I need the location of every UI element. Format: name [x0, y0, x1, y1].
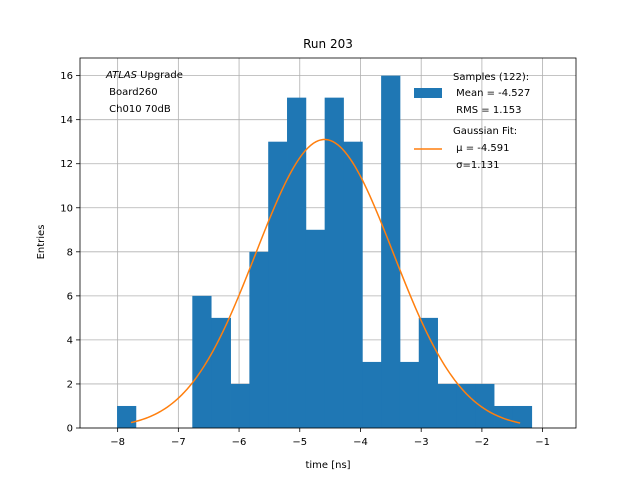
annotation-line-2: Board260	[106, 87, 158, 98]
y-tick-label: 12	[60, 159, 73, 170]
histogram-bar	[343, 141, 363, 428]
annotation-line-1-text: Upgrade	[137, 70, 183, 81]
y-tick-label: 4	[67, 335, 73, 346]
y-tick-label: 8	[67, 247, 73, 258]
legend: Samples (122): Mean = -4.527 RMS = 1.153…	[414, 72, 530, 171]
y-tick-label: 10	[60, 203, 73, 214]
annotation-line-3: Ch010 70dB	[106, 104, 171, 115]
annotation-line-1-italic: ATLAS	[105, 70, 138, 81]
legend-samples-line-3: RMS = 1.153	[453, 105, 521, 116]
histogram-bar	[192, 295, 212, 428]
x-tick-label: −4	[353, 437, 368, 448]
histogram-bar	[287, 97, 307, 429]
histogram-bar	[512, 405, 533, 428]
y-tick-label: 6	[67, 291, 73, 302]
legend-fit-line-1: Gaussian Fit:	[453, 126, 517, 137]
legend-samples-line-1: Samples (122):	[453, 72, 529, 83]
histogram-bar	[268, 141, 288, 428]
y-tick-label: 2	[67, 379, 73, 390]
x-tick-label: −5	[292, 437, 307, 448]
histogram-bar	[437, 383, 457, 428]
gaussian-fit-line	[130, 138, 521, 424]
histogram-bar	[305, 229, 326, 428]
legend-fit-line-2: μ = -4.591	[453, 143, 510, 154]
y-tick-label: 16	[60, 71, 73, 82]
atlas-annotation: ATLAS Upgrade Board260 Ch010 70dB	[105, 70, 183, 115]
x-tick-label: −8	[110, 437, 125, 448]
legend-fit-line-3: σ=1.131	[453, 160, 500, 171]
histogram-bar	[399, 361, 420, 428]
legend-samples-swatch	[414, 88, 442, 98]
histogram-bar	[117, 405, 137, 428]
y-axis-ticks: 0 2 4 6 8 10 12 14 16	[60, 71, 80, 435]
x-tick-label: −6	[232, 437, 247, 448]
histogram-bar	[381, 75, 401, 428]
plot-frame	[79, 57, 577, 429]
legend-samples-line-2: Mean = -4.527	[453, 88, 530, 99]
histogram-bar	[249, 251, 269, 428]
y-tick-label: 14	[60, 115, 73, 126]
histogram-bar	[475, 383, 495, 428]
histogram-bar	[494, 405, 514, 428]
x-tick-label: −7	[171, 437, 186, 448]
x-tick-label: −2	[475, 437, 490, 448]
histogram-bar	[230, 383, 250, 428]
histogram-bars	[117, 75, 533, 429]
x-axis-ticks: −8 −7 −6 −5 −4 −3 −2 −1	[110, 428, 550, 448]
histogram-bar	[456, 383, 476, 428]
x-tick-label: −3	[414, 437, 429, 448]
annotation-line-1: ATLAS Upgrade	[105, 70, 183, 81]
gaussian-fit	[130, 138, 521, 424]
chart-title: Run 203	[303, 37, 353, 51]
x-axis-label: time [ns]	[305, 460, 350, 471]
histogram-bar	[362, 361, 382, 428]
x-tick-label: −1	[535, 437, 550, 448]
y-axis-label: Entries	[36, 225, 47, 260]
y-tick-label: 0	[67, 424, 73, 435]
histogram-bar	[324, 97, 344, 429]
